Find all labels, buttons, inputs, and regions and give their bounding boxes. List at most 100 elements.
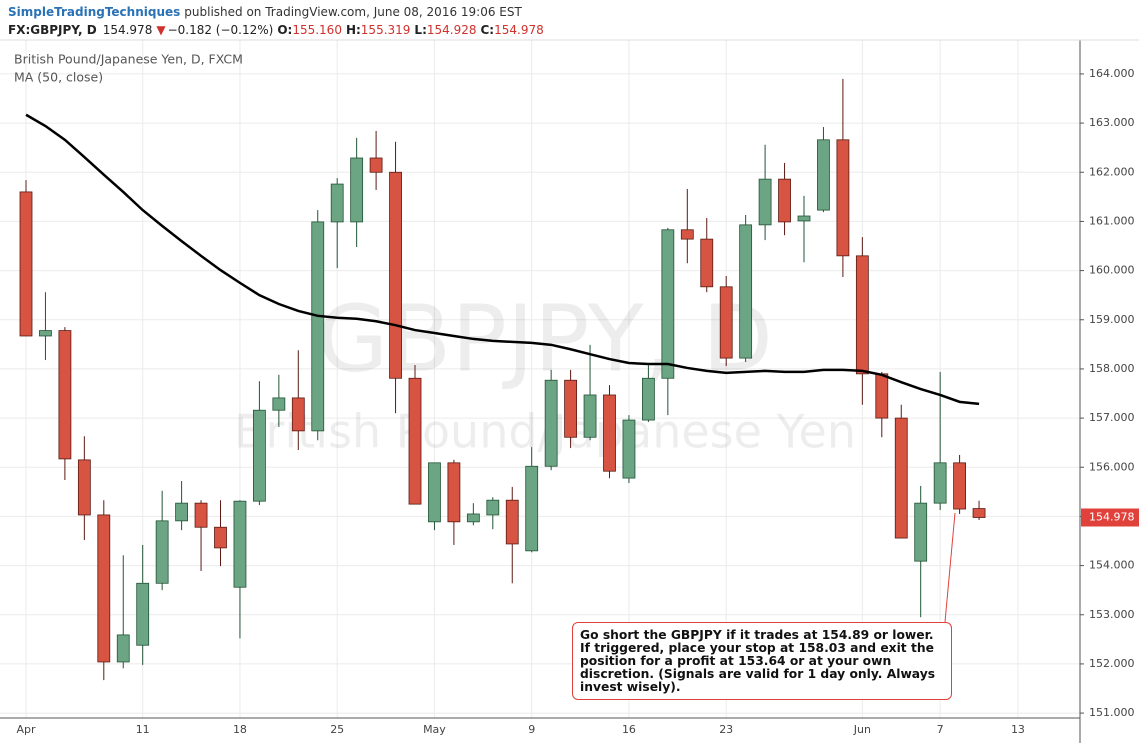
- ohlc-label: L:: [414, 23, 426, 37]
- ohlc-label: H:: [346, 23, 361, 37]
- candle-body: [311, 221, 325, 432]
- candle-body: [564, 379, 577, 438]
- ohlc-value: 154.978: [494, 23, 544, 37]
- x-tick-label: Jun: [853, 723, 871, 736]
- y-tick-label: 151.000: [1089, 706, 1135, 719]
- y-tick-label: 156.000: [1089, 460, 1135, 473]
- x-tick-label: 25: [330, 723, 344, 736]
- candle-body: [466, 513, 480, 523]
- ohlc-value: 155.160: [292, 23, 342, 37]
- y-tick-label: 160.000: [1089, 264, 1135, 277]
- x-tick-label: 9: [528, 723, 535, 736]
- candle-body: [661, 229, 675, 379]
- candle-body: [855, 255, 869, 375]
- candle-body: [233, 500, 247, 588]
- candle-body: [972, 508, 986, 518]
- ohlc-label: C:: [481, 23, 495, 37]
- grid: [0, 40, 1080, 718]
- legend-title: British Pound/Japanese Yen, D, FXCM: [14, 52, 243, 67]
- candle-body: [914, 502, 928, 562]
- last-price-label: 154.978: [1089, 511, 1135, 524]
- candle-body: [700, 238, 714, 288]
- y-tick-label: 157.000: [1089, 411, 1135, 424]
- candle-body: [817, 139, 830, 211]
- candle-body: [680, 229, 694, 240]
- x-tick-label: 18: [233, 723, 247, 736]
- candle-body: [894, 417, 908, 539]
- annotation: Go short the GBPJPY if it trades at 154.…: [572, 622, 952, 700]
- y-tick-label: 164.000: [1089, 67, 1135, 80]
- candle-body: [330, 183, 344, 223]
- candle-body: [758, 178, 772, 226]
- y-tick-label: 152.000: [1089, 657, 1135, 670]
- moving-average-line: [25, 113, 980, 406]
- watermark: GBPJPY, D: [317, 285, 773, 392]
- candle-body: [642, 377, 655, 421]
- candle-body: [389, 171, 402, 379]
- y-tick-label: 163.000: [1089, 116, 1135, 129]
- down-arrow: ▼: [156, 23, 166, 37]
- x-tick-label: 23: [719, 723, 733, 736]
- candle-body: [603, 394, 616, 472]
- candle-body: [622, 419, 636, 479]
- candle-body: [97, 514, 111, 663]
- candle-body: [350, 157, 364, 223]
- header-line-2: FX:GBPJPY, D 154.978 ▼ −0.182 (−0.12%) O:155…: [8, 23, 544, 37]
- ohlc-label: O:: [277, 23, 292, 37]
- candle-body: [583, 394, 597, 438]
- plot: [19, 78, 986, 681]
- candle-body: [739, 224, 753, 359]
- candle-body: [58, 330, 72, 460]
- candle-body: [194, 502, 208, 528]
- price: 154.978: [103, 23, 153, 37]
- candle-body: [836, 139, 850, 257]
- y-tick-label: 162.000: [1089, 165, 1135, 178]
- candle-body: [408, 377, 422, 505]
- axes: 151.000152.000153.000154.000155.000156.0…: [16, 67, 1139, 736]
- candle-body: [486, 499, 500, 516]
- y-tick-label: 158.000: [1089, 362, 1135, 375]
- x-tick-label: Apr: [16, 723, 36, 736]
- candle-body: [933, 462, 947, 504]
- candle-body: [252, 409, 266, 502]
- candle-body: [175, 502, 189, 522]
- candle-body: [428, 462, 441, 523]
- x-tick-label: 11: [136, 723, 150, 736]
- last-price-tag: [1081, 508, 1139, 527]
- legend-ma: MA (50, close): [14, 70, 103, 85]
- candle-body: [214, 526, 227, 549]
- candle-body: [525, 465, 539, 552]
- y-tick-label: 161.000: [1089, 214, 1135, 227]
- candle-body: [19, 191, 33, 337]
- x-tick-label: 7: [937, 723, 944, 736]
- symbol: FX:GBPJPY, D: [8, 23, 97, 37]
- candle-body: [116, 634, 130, 663]
- candle-body: [505, 499, 519, 545]
- ohlc-value: 154.928: [427, 23, 477, 37]
- candle-body: [272, 397, 286, 411]
- candle-body: [953, 462, 966, 510]
- y-tick-label: 159.000: [1089, 313, 1135, 326]
- candle-body: [291, 397, 305, 432]
- published: published on TradingView.com, June 08, 2…: [184, 5, 522, 19]
- candle-body: [136, 582, 150, 646]
- candle-body: [875, 373, 889, 419]
- candle-body: [447, 462, 461, 523]
- candle-body: [77, 459, 91, 516]
- candle-body: [544, 379, 558, 467]
- ohlc-value: 155.319: [361, 23, 411, 37]
- callout-connector: [944, 512, 956, 623]
- candle-body: [39, 330, 52, 337]
- candle-body: [778, 178, 791, 223]
- candle-body: [369, 157, 383, 173]
- x-tick-label: May: [423, 723, 446, 736]
- y-tick-label: 154.000: [1089, 559, 1135, 572]
- change: −0.182 (−0.12%): [168, 23, 274, 37]
- candle-body: [797, 215, 811, 222]
- author[interactable]: SimpleTradingTechniques: [8, 5, 180, 19]
- x-tick-label: 16: [622, 723, 636, 736]
- y-tick-label: 153.000: [1089, 608, 1135, 621]
